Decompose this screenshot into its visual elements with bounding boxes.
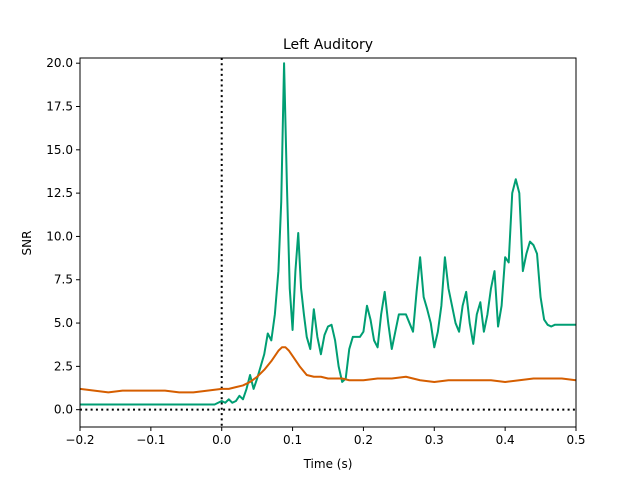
y-axis-label: SNR xyxy=(20,231,34,256)
x-tick-label: 0.4 xyxy=(496,433,515,447)
y-tick-label: 17.5 xyxy=(46,100,73,114)
x-axis-label: Time (s) xyxy=(303,457,353,471)
x-tick-label: 0.1 xyxy=(283,433,302,447)
y-tick-label: 2.5 xyxy=(54,359,73,373)
y-tick-label: 7.5 xyxy=(54,273,73,287)
series-line-2 xyxy=(80,346,576,394)
y-tick-label: 12.5 xyxy=(46,186,73,200)
chart-title: Left Auditory xyxy=(283,37,373,53)
x-tick-label: −0.1 xyxy=(136,433,165,447)
series-group xyxy=(80,58,576,427)
x-tick-label: −0.2 xyxy=(65,433,94,447)
y-tick-label: 10.0 xyxy=(46,229,73,243)
y-tick-label: 0.0 xyxy=(54,403,73,417)
x-tick-label: 0.2 xyxy=(354,433,373,447)
y-tick-label: 5.0 xyxy=(54,316,73,330)
x-tick-label: 0.0 xyxy=(212,433,231,447)
y-tick-label: 15.0 xyxy=(46,143,73,157)
axes-frame xyxy=(79,57,577,428)
series-line-1 xyxy=(80,62,576,406)
y-tick-label: 20.0 xyxy=(46,56,73,70)
x-tick-label: 0.5 xyxy=(566,433,585,447)
plot-area: −0.2 −0.1 0.0 0.1 0.2 0.3 0.4 0.5 0.0 2.5 5.0 7.5 10… xyxy=(46,56,585,447)
x-tick-label: 0.3 xyxy=(425,433,444,447)
